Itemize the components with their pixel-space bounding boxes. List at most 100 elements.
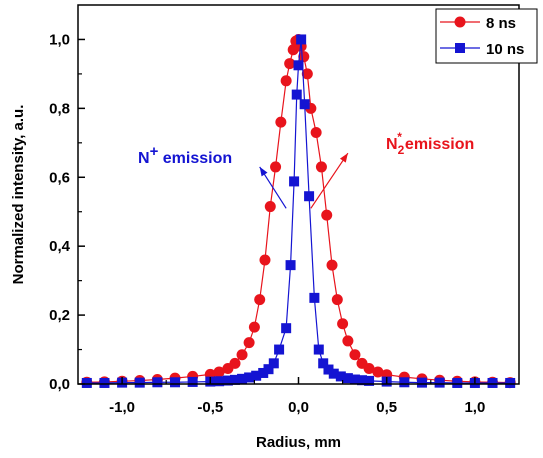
data-point bbox=[270, 161, 282, 173]
data-point bbox=[254, 294, 266, 306]
series-0 bbox=[81, 33, 516, 389]
data-point bbox=[187, 376, 198, 387]
data-point bbox=[304, 191, 315, 202]
y-tick-label: 1,0 bbox=[49, 31, 70, 48]
x-tick-label: 0,5 bbox=[376, 399, 397, 416]
data-point bbox=[363, 362, 375, 374]
data-point bbox=[251, 370, 262, 381]
data-point bbox=[248, 321, 260, 333]
legend-label-10ns: 10 ns bbox=[486, 41, 524, 58]
data-point bbox=[328, 368, 339, 379]
data-point bbox=[229, 374, 240, 385]
data-point bbox=[372, 366, 384, 378]
legend-marker-8ns bbox=[454, 16, 466, 28]
annotation-arrow-head bbox=[339, 153, 348, 163]
legend-box bbox=[435, 8, 538, 64]
y-tick-label: 0,8 bbox=[49, 100, 70, 117]
annotation-n2-main: N bbox=[386, 136, 398, 153]
data-point bbox=[275, 116, 287, 128]
data-point bbox=[264, 201, 276, 213]
data-point bbox=[505, 377, 516, 388]
data-point bbox=[258, 367, 269, 378]
data-point bbox=[335, 371, 346, 382]
x-tick-label: -0,5 bbox=[197, 399, 223, 416]
annotations: N+ emission N2* emission bbox=[138, 130, 474, 209]
annotation-arrow-head bbox=[259, 166, 268, 177]
data-point bbox=[285, 260, 296, 271]
series-1 bbox=[81, 34, 516, 388]
data-point bbox=[214, 376, 225, 387]
data-point bbox=[299, 99, 310, 110]
data-point bbox=[310, 126, 322, 138]
data-point bbox=[349, 374, 360, 385]
annotation-n2-rest: emission bbox=[405, 136, 474, 153]
data-point bbox=[291, 89, 302, 100]
y-tick-label: 0,6 bbox=[49, 169, 70, 186]
plot-content bbox=[81, 33, 516, 389]
data-point bbox=[222, 375, 233, 386]
legend-label-8ns: 8 ns bbox=[486, 15, 516, 32]
data-point bbox=[293, 60, 304, 71]
data-point bbox=[152, 377, 163, 388]
data-point bbox=[289, 176, 300, 187]
annotation-n2-sub: 2 bbox=[398, 143, 405, 157]
annotation-n-plus-sup: + bbox=[150, 143, 159, 160]
annotation-n2-sup: * bbox=[397, 130, 402, 144]
data-point bbox=[298, 51, 310, 63]
data-point bbox=[237, 373, 248, 384]
y-axis-label: Normalized intensity, a.u. bbox=[10, 105, 27, 285]
data-point bbox=[259, 254, 271, 266]
x-tick-label: -1,0 bbox=[109, 399, 135, 416]
data-point bbox=[244, 372, 255, 383]
axis-ticks: -1,0 -0,5 0,0 0,5 1,0 0,0 0,2 0,4 0,6 0,8 1,0 bbox=[49, 31, 485, 416]
data-point bbox=[280, 75, 292, 87]
legend-marker-10ns bbox=[455, 43, 465, 53]
data-point bbox=[134, 377, 145, 388]
data-point bbox=[263, 364, 274, 375]
data-point bbox=[268, 358, 279, 369]
data-point bbox=[284, 58, 296, 70]
data-point bbox=[243, 337, 255, 349]
data-point bbox=[296, 34, 307, 45]
annotation-n2-star: N2* emission bbox=[386, 130, 474, 157]
data-point bbox=[170, 377, 181, 388]
data-point bbox=[326, 259, 338, 271]
x-tick-label: 0,0 bbox=[288, 399, 309, 416]
x-axis-label: Radius, mm bbox=[256, 434, 341, 451]
x-tick-label: 1,0 bbox=[464, 399, 485, 416]
data-point bbox=[357, 375, 368, 386]
data-point bbox=[323, 364, 334, 375]
annotation-arrow-line bbox=[310, 152, 349, 209]
data-point bbox=[99, 377, 110, 388]
y-tick-label: 0,2 bbox=[49, 307, 70, 324]
data-point bbox=[309, 292, 320, 303]
data-point bbox=[213, 366, 225, 378]
annotation-n-plus: N+ emission bbox=[138, 143, 232, 167]
data-point bbox=[318, 358, 329, 369]
data-point bbox=[301, 68, 313, 80]
data-point bbox=[399, 377, 410, 388]
y-tick-label: 0,4 bbox=[49, 238, 71, 255]
data-point bbox=[434, 377, 445, 388]
legend-entry-8ns: 8 ns bbox=[440, 15, 516, 32]
data-point bbox=[452, 377, 463, 388]
data-point bbox=[274, 344, 285, 355]
annotation-n-plus-rest: emission bbox=[158, 150, 232, 167]
y-tick-label: 0,0 bbox=[49, 376, 70, 393]
data-point bbox=[331, 294, 343, 306]
data-point bbox=[416, 377, 427, 388]
legend: 8 ns 10 ns bbox=[435, 8, 538, 64]
data-point bbox=[342, 335, 354, 347]
data-point bbox=[337, 318, 349, 330]
data-point bbox=[313, 344, 324, 355]
data-point bbox=[364, 375, 375, 386]
data-point bbox=[487, 377, 498, 388]
data-point bbox=[321, 209, 333, 221]
annotation-arrows bbox=[259, 152, 349, 209]
legend-entry-10ns: 10 ns bbox=[440, 41, 524, 58]
data-point bbox=[281, 323, 292, 334]
data-point bbox=[236, 349, 248, 361]
data-point bbox=[81, 377, 92, 388]
data-point bbox=[315, 161, 327, 173]
data-point bbox=[342, 373, 353, 384]
